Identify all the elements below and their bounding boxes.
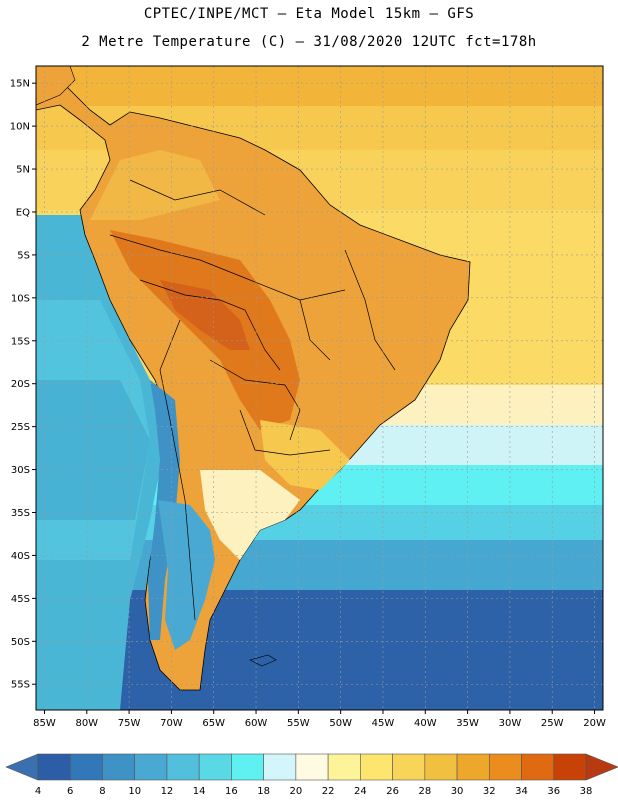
lat-tick-label: EQ	[16, 207, 30, 218]
colorbar-label: 18	[257, 786, 270, 797]
colorbar-swatch	[327, 753, 361, 781]
lat-tick-label: 5S	[17, 250, 30, 261]
lon-tick-label: 70W	[160, 718, 183, 729]
lat-tick-label: 10N	[10, 122, 30, 133]
lat-tick-label: 50S	[11, 637, 30, 648]
lat-tick-label: 30S	[11, 465, 30, 476]
lat-tick-label: 15S	[11, 336, 30, 347]
lon-tick-label: 45W	[372, 718, 395, 729]
chart-title-line2: 2 Metre Temperature (C) – 31/08/2020 12U…	[81, 34, 537, 50]
colorbar-swatch	[37, 753, 71, 781]
lon-tick-label: 50W	[329, 718, 352, 729]
lat-tick-label: 35S	[11, 508, 30, 519]
colorbar-label: 22	[322, 786, 335, 797]
colorbar-swatch	[360, 753, 393, 781]
colorbar-label: 28	[418, 786, 431, 797]
lat-tick-label: 20S	[11, 379, 30, 390]
colorbar-label: 36	[547, 786, 560, 797]
lon-tick-label: 25W	[541, 718, 564, 729]
colorbar-swatch	[166, 753, 200, 781]
colorbar-label: 4	[35, 786, 41, 797]
lon-tick-label: 65W	[202, 718, 225, 729]
colorbar-high-arrow	[585, 753, 618, 781]
colorbar-label: 16	[225, 786, 238, 797]
colorbar-label: 30	[451, 786, 464, 797]
chart-title-line1: CPTEC/INPE/MCT – Eta Model 15km – GFS	[143, 6, 475, 22]
colorbar-swatch	[231, 753, 264, 781]
lat-tick-label: 40S	[11, 551, 30, 562]
lat-tick-label: 45S	[11, 594, 30, 605]
colorbar-swatch	[295, 753, 329, 781]
lon-tick-label: 75W	[118, 718, 141, 729]
colorbar-swatch	[102, 753, 136, 781]
colorbar-swatch	[553, 753, 587, 781]
lat-tick-label: 55S	[11, 680, 30, 691]
lat-tick-label: 15N	[10, 79, 30, 90]
lon-tick-label: 35W	[456, 718, 479, 729]
lon-tick-label: 60W	[245, 718, 268, 729]
colorbar-swatch	[198, 753, 232, 781]
lon-tick-label: 55W	[287, 718, 310, 729]
colorbar-label: 26	[386, 786, 399, 797]
lon-tick-label: 80W	[75, 718, 98, 729]
colorbar-swatch	[69, 753, 103, 781]
colorbar-label: 24	[354, 786, 367, 797]
lat-tick-label: 10S	[11, 293, 30, 304]
map-field	[36, 66, 603, 710]
colorbar-swatch	[392, 753, 426, 781]
colorbar-swatch	[488, 753, 522, 781]
colorbar-label: 20	[290, 786, 303, 797]
colorbar-label: 14	[193, 786, 206, 797]
colorbar-label: 8	[99, 786, 105, 797]
colorbar-swatch	[456, 753, 490, 781]
colorbar-swatch	[134, 753, 168, 781]
lat-tick-label: 5N	[16, 165, 30, 176]
latitude-ticks: 15N 10N 5N EQ 5S 10S 15S 20S 25S 30S 35S 40S 45S 50S 5…	[10, 79, 36, 691]
lat-tick-label: 25S	[11, 422, 30, 433]
colorbar-swatch	[424, 753, 458, 781]
lon-tick-label: 40W	[414, 718, 437, 729]
colorbar-label: 6	[67, 786, 73, 797]
lon-tick-label: 85W	[33, 718, 56, 729]
colorbar-swatch	[521, 753, 555, 781]
colorbar-label: 32	[483, 786, 496, 797]
longitude-ticks: 85W 80W 75W 70W 65W 60W 55W 50W 45W 40W 35W 30W 25W 2…	[33, 710, 606, 729]
colorbar-label: 10	[128, 786, 141, 797]
colorbar-swatch	[263, 753, 297, 781]
colorbar-label: 12	[161, 786, 174, 797]
colorbar-label: 34	[515, 786, 528, 797]
colorbar: 4 6 8 10 12 14 16 18 20 22 24 26 28 30 32 34 36 38	[5, 753, 618, 797]
lon-tick-label: 20W	[583, 718, 606, 729]
colorbar-low-arrow	[5, 753, 39, 781]
lon-tick-label: 30W	[499, 718, 522, 729]
colorbar-label: 38	[580, 786, 593, 797]
